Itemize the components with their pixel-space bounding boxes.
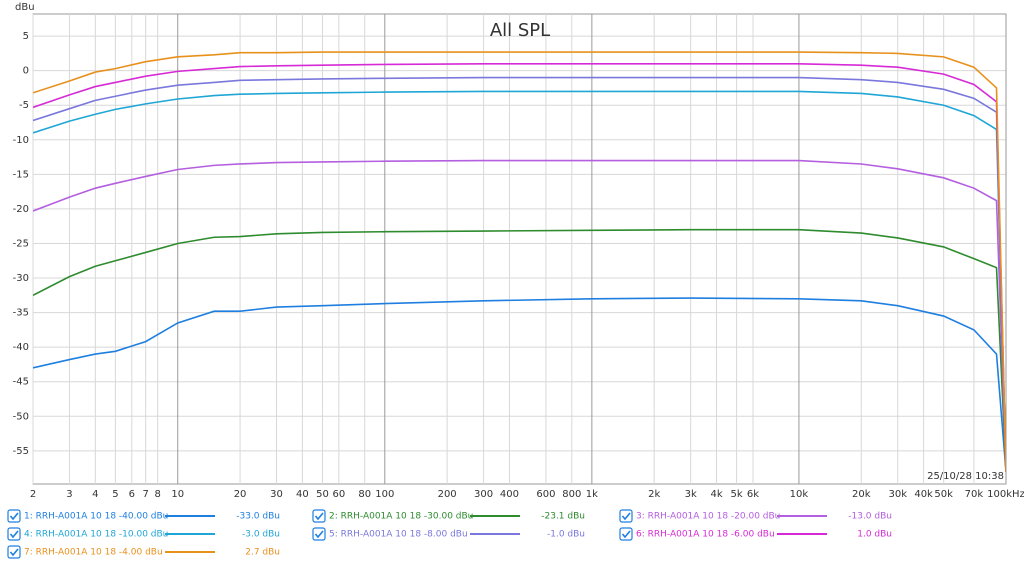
y-tick-label: -20	[13, 204, 29, 215]
x-tick-label: 60	[332, 489, 345, 500]
x-tick-label: 100kHz	[987, 489, 1024, 500]
series-line	[33, 51, 1006, 472]
legend-value: -23.1 dBu	[541, 512, 585, 522]
series-line	[33, 62, 1006, 472]
x-tick-label: 4	[92, 489, 98, 500]
y-tick-label: -5	[19, 100, 29, 111]
y-tick-label: -25	[13, 238, 29, 249]
x-tick-label: 4k	[710, 489, 722, 500]
legend-check	[314, 530, 324, 539]
y-tick-label: -40	[13, 342, 29, 353]
legend-label: 4: RRH-A001A 10 18 -10.00 dBu	[24, 530, 168, 540]
x-tick-label: 40	[296, 489, 309, 500]
x-tick-label: 2	[30, 489, 36, 500]
legend-label: 3: RRH-A001A 10 18 -20.00 dBu	[636, 512, 780, 522]
y-tick-label: -45	[13, 377, 29, 388]
timestamp: 25/10/28 10:38	[927, 471, 1004, 482]
legend-value: 2.7 dBu	[245, 548, 280, 558]
x-tick-label: 50k	[934, 489, 953, 500]
legend-value: 1.0 dBu	[857, 530, 892, 540]
y-tick-label: -35	[13, 308, 29, 319]
legend-checkbox	[7, 527, 21, 541]
x-tick-label: 10k	[790, 489, 809, 500]
legend-label: 1: RRH-A001A 10 18 -40.00 dBu	[24, 512, 168, 522]
x-tick-label: 70k	[965, 489, 984, 500]
x-tick-label: 800	[562, 489, 581, 500]
y-tick-label: -50	[13, 411, 29, 422]
series-line	[33, 228, 1006, 472]
y-tick-label: -15	[13, 169, 29, 180]
x-tick-label: 20	[234, 489, 247, 500]
legend-label: 5: RRH-A001A 10 18 -8.00 dBu	[329, 530, 468, 540]
legend-value: -13.0 dBu	[848, 512, 892, 522]
series-line	[33, 159, 1006, 472]
chart-title: All SPL	[490, 20, 550, 41]
x-tick-label: 40k	[914, 489, 933, 500]
x-tick-label: 5	[112, 489, 118, 500]
legend-checkbox	[7, 509, 21, 523]
legend-checkbox	[312, 527, 326, 541]
legend-check	[314, 512, 324, 521]
legend-value: -1.0 dBu	[547, 530, 585, 540]
x-tick-label: 600	[536, 489, 555, 500]
x-tick-label: 6k	[747, 489, 759, 500]
x-tick-label: 200	[438, 489, 457, 500]
legend-checkbox	[619, 527, 633, 541]
legend-checkbox	[619, 509, 633, 523]
x-tick-label: 10	[171, 489, 184, 500]
series-line	[33, 76, 1006, 472]
y-tick-label: -10	[13, 135, 29, 146]
y-tick-label: 5	[23, 31, 29, 42]
x-tick-label: 3k	[685, 489, 697, 500]
x-tick-label: 100	[375, 489, 394, 500]
x-tick-label: 2k	[648, 489, 660, 500]
series-line	[33, 90, 1006, 472]
x-tick-label: 5k	[731, 489, 743, 500]
x-tick-label: 20k	[852, 489, 871, 500]
y-tick-label: 0	[23, 66, 29, 77]
legend-check	[9, 530, 19, 539]
x-tick-label: 7	[142, 489, 148, 500]
series-line	[33, 297, 1006, 472]
x-tick-label: 1k	[586, 489, 598, 500]
legend-label: 6: RRH-A001A 10 18 -6.00 dBu	[636, 530, 775, 540]
x-tick-label: 80	[358, 489, 371, 500]
y-tick-label: -30	[13, 273, 29, 284]
x-tick-label: 30k	[888, 489, 907, 500]
legend-check	[621, 512, 631, 521]
x-tick-label: 300	[474, 489, 493, 500]
legend-label: 7: RRH-A001A 10 18 -4.00 dBu	[24, 548, 163, 558]
legend-check	[621, 530, 631, 539]
y-tick-label: -55	[13, 446, 29, 457]
x-tick-label: 8	[154, 489, 160, 500]
x-tick-label: 400	[500, 489, 519, 500]
x-tick-label: 3	[66, 489, 72, 500]
x-tick-label: 30	[270, 489, 283, 500]
legend-value: -33.0 dBu	[236, 512, 280, 522]
y-axis-label: dBu	[15, 2, 35, 13]
legend-checkbox	[312, 509, 326, 523]
x-tick-label: 50	[316, 489, 329, 500]
legend-check	[9, 548, 19, 557]
legend-checkbox	[7, 545, 21, 559]
legend-value: -3.0 dBu	[242, 530, 280, 540]
legend-check	[9, 512, 19, 521]
legend-label: 2: RRH-A001A 10 18 -30.00 dBu	[329, 512, 473, 522]
x-tick-label: 6	[129, 489, 135, 500]
